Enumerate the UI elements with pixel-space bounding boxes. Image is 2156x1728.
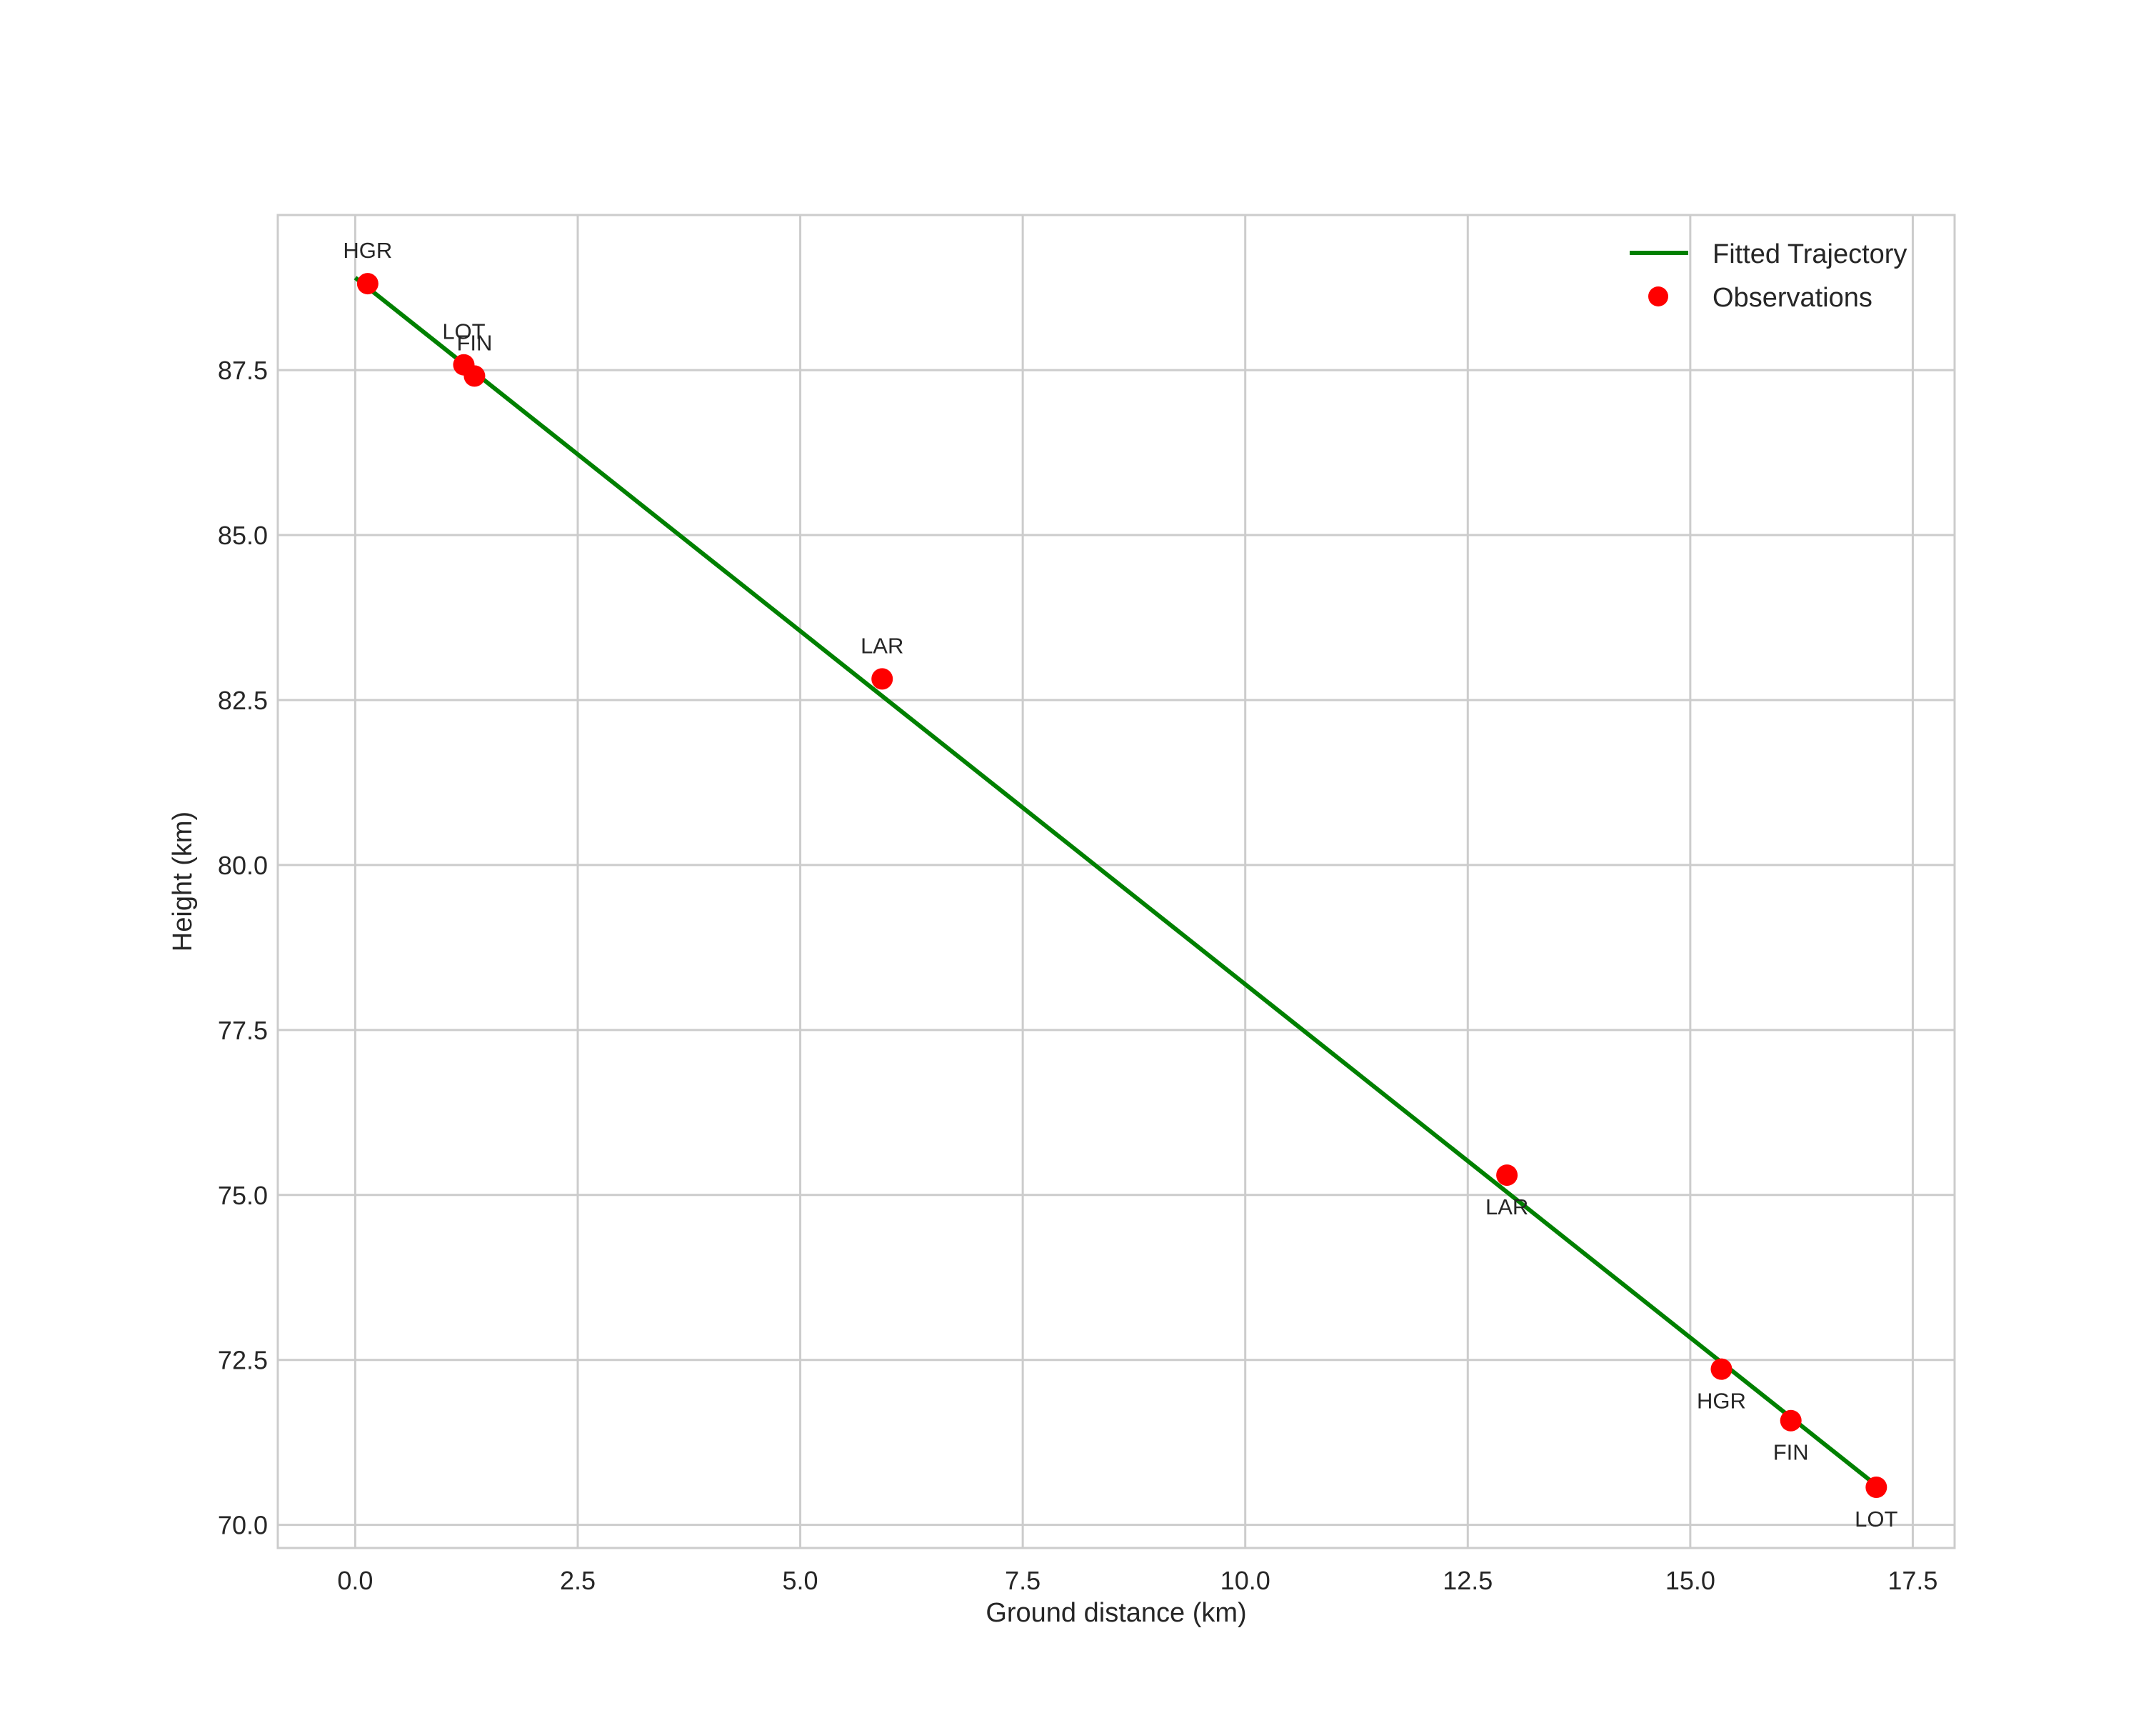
trajectory-polyline — [354, 276, 1878, 1487]
y-tick-label: 80.0 — [218, 851, 268, 880]
station-label-lot: LOT — [442, 319, 485, 344]
station-label-lar: LAR — [861, 633, 903, 658]
station-label-lot: LOT — [1855, 1507, 1897, 1532]
y-tick-label: 85.0 — [218, 521, 268, 550]
station-label-lar: LAR — [1485, 1194, 1528, 1219]
x-tick-label: 2.5 — [560, 1566, 596, 1595]
legend-marker-swatch — [1648, 286, 1668, 306]
x-tick-label: 7.5 — [1005, 1566, 1041, 1595]
legend-label-observations: Observations — [1713, 283, 1872, 313]
observation-marker-lot — [1865, 1477, 1887, 1499]
grid-lines — [278, 215, 1955, 1548]
observation-points — [356, 273, 1887, 1499]
x-tick-label: 17.5 — [1887, 1566, 1937, 1595]
observation-marker-hgr — [1710, 1358, 1733, 1380]
y-axis-label: Height (km) — [168, 811, 198, 952]
fitted-trajectory-line — [354, 276, 1878, 1487]
y-tick-label: 75.0 — [218, 1181, 268, 1210]
station-label-fin: FIN — [1773, 1440, 1809, 1465]
observation-marker-lar — [871, 668, 893, 690]
y-tick-label: 77.5 — [218, 1016, 268, 1045]
station-label-fin: FIN — [456, 330, 492, 355]
x-tick-label: 5.0 — [783, 1566, 818, 1595]
station-label-hgr: HGR — [1697, 1389, 1746, 1414]
y-axis-ticks: 70.0 72.5 75.0 77.5 80.0 82.5 85.0 87.5 — [218, 356, 268, 1540]
x-tick-label: 0.0 — [337, 1566, 373, 1595]
y-tick-label: 72.5 — [218, 1346, 268, 1375]
observation-marker-fin — [1780, 1409, 1802, 1432]
x-axis-label: Ground distance (km) — [986, 1598, 1246, 1628]
observation-marker-lar — [1496, 1164, 1518, 1187]
legend-label-fitted-trajectory: Fitted Trajectory — [1713, 239, 1907, 269]
y-tick-label: 70.0 — [218, 1511, 268, 1540]
x-tick-label: 15.0 — [1665, 1566, 1715, 1595]
y-tick-label: 87.5 — [218, 356, 268, 385]
x-tick-label: 10.0 — [1220, 1566, 1270, 1595]
station-label-hgr: HGR — [343, 238, 392, 263]
observation-marker-hgr — [356, 273, 378, 295]
x-axis-ticks: 0.0 2.5 5.0 7.5 10.0 12.5 15.0 17.5 — [337, 1566, 1937, 1595]
x-tick-label: 12.5 — [1443, 1566, 1493, 1595]
observation-marker-fin — [463, 365, 486, 387]
legend: Fitted Trajectory Observations — [1630, 239, 1907, 313]
y-tick-label: 82.5 — [218, 686, 268, 715]
